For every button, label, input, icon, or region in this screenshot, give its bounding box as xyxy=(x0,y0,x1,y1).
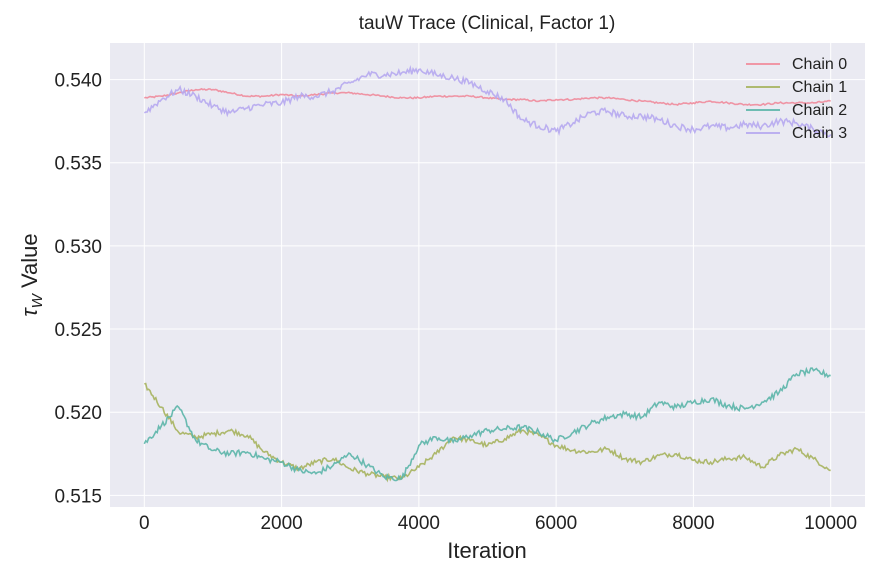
series-line-chain-0 xyxy=(144,87,832,107)
y-axis-label: τW Value xyxy=(17,233,46,316)
x-tick-label: 10000 xyxy=(804,513,857,534)
y-tick-label: 0.525 xyxy=(54,320,102,341)
x-tick-label: 4000 xyxy=(398,513,440,534)
plot-background xyxy=(110,43,865,507)
legend-label: Chain 0 xyxy=(792,56,847,73)
chart-title: tauW Trace (Clinical, Factor 1) xyxy=(359,13,616,34)
grid xyxy=(110,43,865,507)
x-tick-label: 6000 xyxy=(535,513,577,534)
x-tick-label: 0 xyxy=(139,513,150,534)
y-tick-label: 0.535 xyxy=(54,154,102,175)
legend-label: Chain 3 xyxy=(792,125,847,142)
y-axis-subscript: W xyxy=(29,292,46,308)
x-tick-label: 8000 xyxy=(672,513,714,534)
series-line-chain-1 xyxy=(144,382,831,483)
y-axis-text: Value xyxy=(17,233,42,294)
x-axis-label: Iteration xyxy=(447,538,527,563)
legend-label: Chain 1 xyxy=(792,79,847,96)
tick-labels: 0 2000 4000 6000 8000 10000 0.515 0.520 0.525 0.5… xyxy=(54,71,857,534)
x-tick-label: 2000 xyxy=(260,513,302,534)
y-axis-symbol: τ xyxy=(17,307,42,317)
series-layer xyxy=(143,64,832,483)
y-tick-label: 0.520 xyxy=(54,403,102,424)
y-tick-label: 0.530 xyxy=(54,237,102,258)
legend: Chain 0 Chain 1 Chain 2 Chain 3 xyxy=(746,56,847,142)
series-line-chain-2 xyxy=(143,366,831,482)
series-line-chain-3 xyxy=(143,64,832,138)
y-tick-label: 0.515 xyxy=(54,486,102,507)
legend-label: Chain 2 xyxy=(792,102,847,119)
y-tick-label: 0.540 xyxy=(54,71,102,92)
